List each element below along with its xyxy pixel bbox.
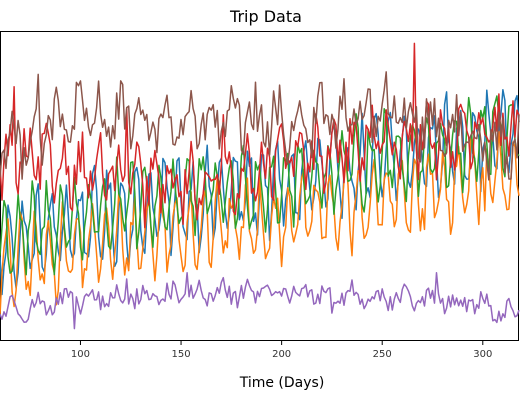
- series-line-4: [0, 42, 520, 229]
- x-tick-label: 100: [71, 349, 90, 360]
- x-tick-label: 250: [373, 349, 392, 360]
- series-line-6: [0, 272, 520, 330]
- chart-title: Trip Data: [229, 7, 302, 26]
- plot-area: 100 150 200 250 300: [0, 31, 520, 360]
- x-tick-label: 300: [473, 349, 492, 360]
- series-layer: [0, 42, 520, 330]
- x-tick-label: 200: [272, 349, 291, 360]
- x-axis-label: Time (Days): [239, 375, 325, 391]
- x-axis-ticks: 100 150 200 250 300: [71, 341, 492, 360]
- series-line-5: [0, 71, 520, 181]
- x-tick-label: 150: [171, 349, 190, 360]
